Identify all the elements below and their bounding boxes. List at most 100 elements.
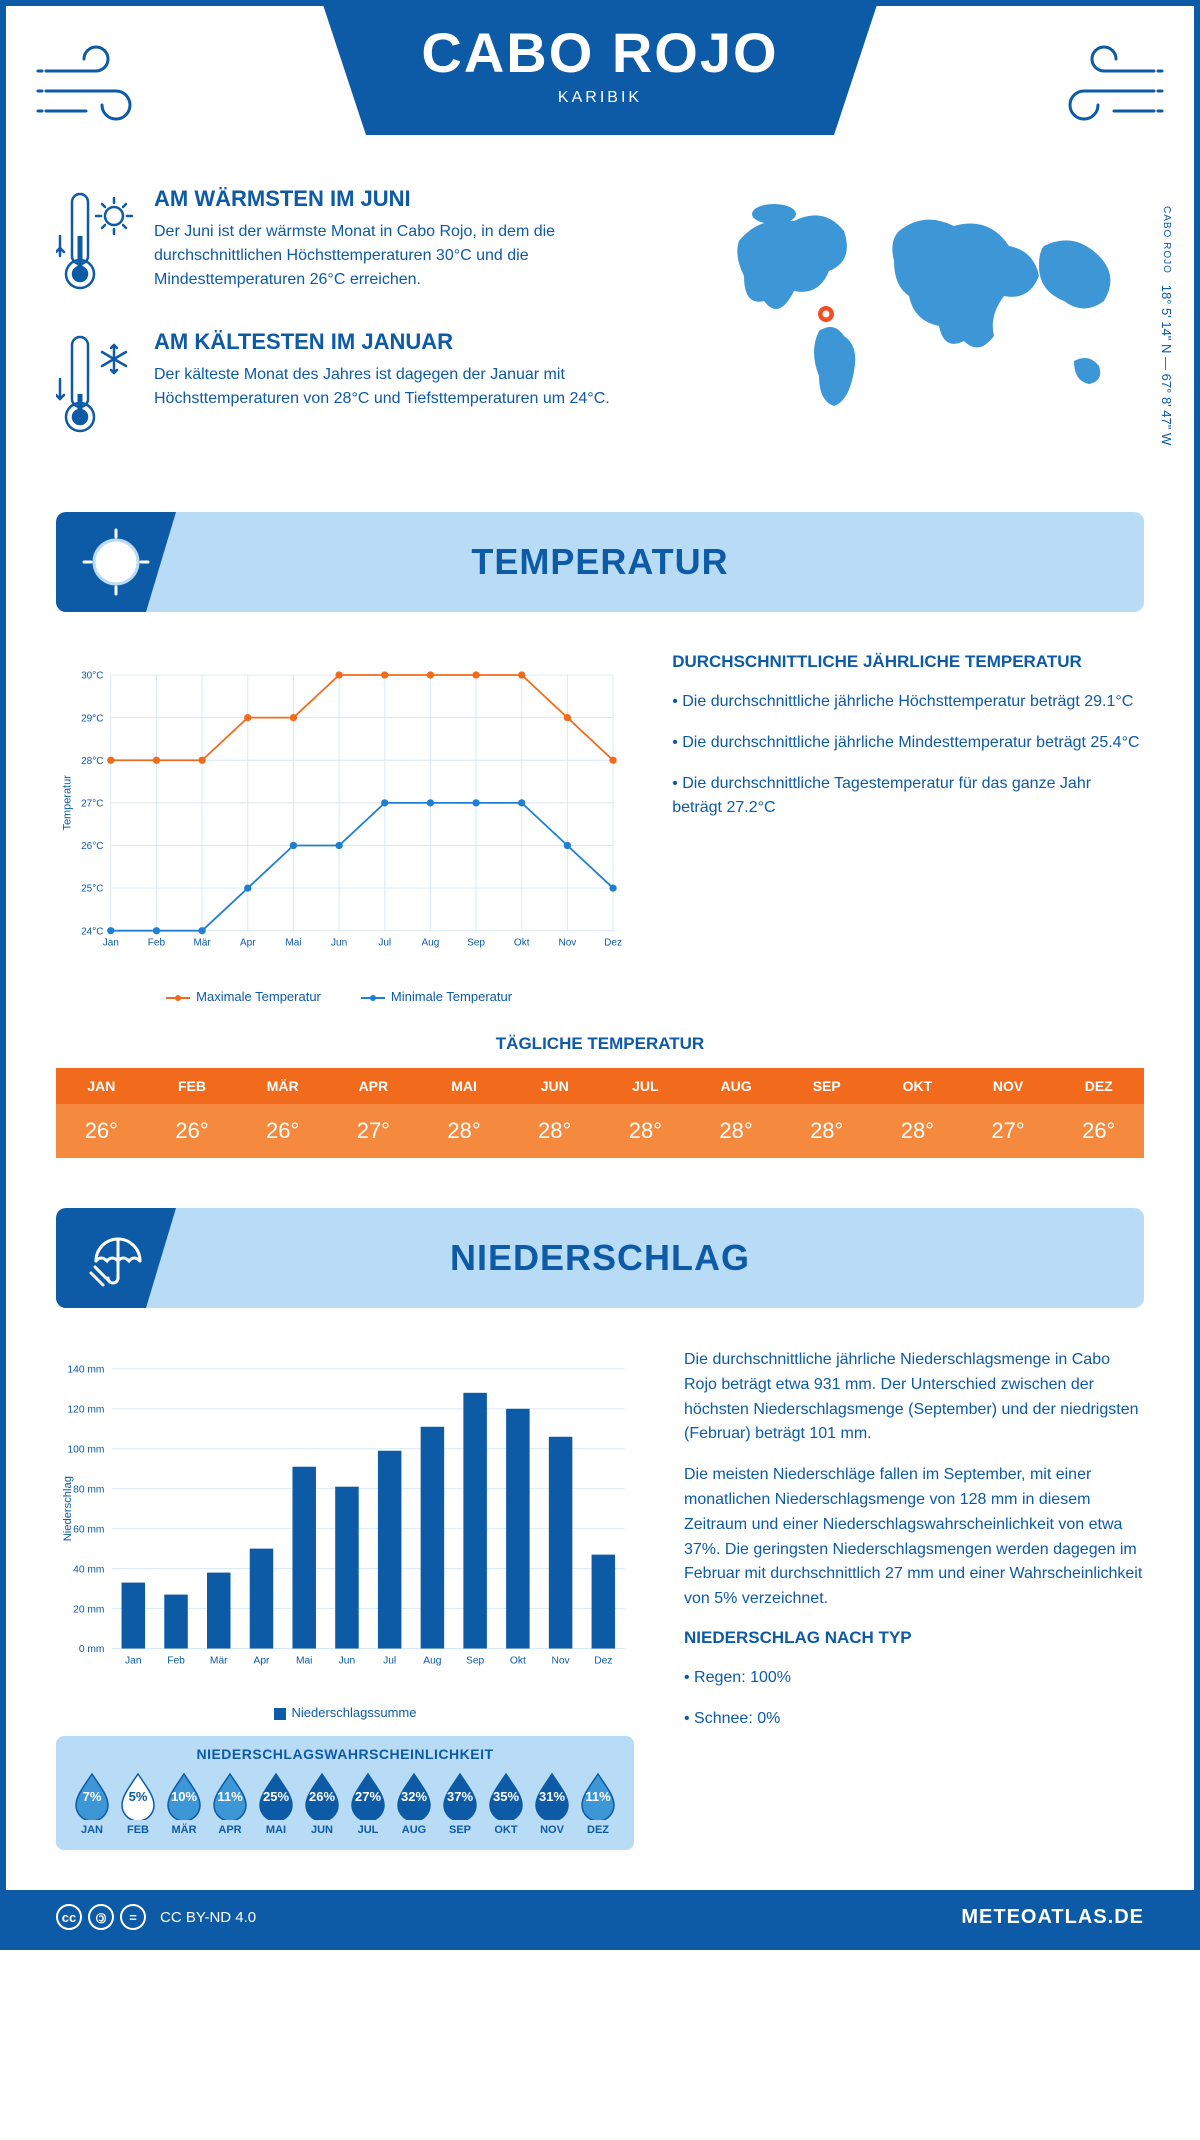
daily-temp-cell: OKT28° [872, 1068, 963, 1158]
svg-text:Temperatur: Temperatur [62, 775, 74, 831]
thermometer-cold-icon [56, 329, 136, 444]
svg-text:60 mm: 60 mm [73, 1524, 104, 1535]
svg-text:Jan: Jan [125, 1655, 142, 1666]
svg-text:Mai: Mai [285, 937, 301, 948]
svg-text:Aug: Aug [421, 937, 439, 948]
prob-cell: 7% JAN [72, 1772, 112, 1836]
prob-cell: 35% OKT [486, 1772, 526, 1836]
svg-text:Jan: Jan [103, 937, 119, 948]
svg-text:Feb: Feb [148, 937, 166, 948]
svg-text:Mär: Mär [193, 937, 211, 948]
umbrella-icon [56, 1208, 176, 1308]
svg-text:30°C: 30°C [81, 671, 103, 682]
prob-cell: 31% NOV [532, 1772, 572, 1836]
svg-text:Jul: Jul [378, 937, 391, 948]
svg-text:Nov: Nov [558, 937, 576, 948]
svg-text:Apr: Apr [240, 937, 256, 948]
svg-text:Okt: Okt [514, 937, 530, 948]
svg-text:25°C: 25°C [81, 884, 103, 895]
svg-text:120 mm: 120 mm [67, 1405, 104, 1416]
prob-cell: 27% JUL [348, 1772, 388, 1836]
svg-text:Okt: Okt [510, 1655, 526, 1666]
thermometer-hot-icon [56, 186, 136, 301]
prob-cell: 37% SEP [440, 1772, 480, 1836]
prob-cell: 10% MÄR [164, 1772, 204, 1836]
daily-temp-cell: MAI28° [419, 1068, 510, 1158]
info-row: AM WÄRMSTEN IM JUNI Der Juni ist der wär… [56, 186, 1144, 472]
svg-text:80 mm: 80 mm [73, 1484, 104, 1495]
section-temperature: TEMPERATUR [56, 512, 1144, 612]
section-precipitation: NIEDERSCHLAG [56, 1208, 1144, 1308]
svg-text:Dez: Dez [604, 937, 622, 948]
coldest-text: Der kälteste Monat des Jahres ist dagege… [154, 363, 664, 411]
title-banner: CABO ROJO KARIBIK [321, 0, 878, 135]
svg-text:Jun: Jun [339, 1655, 356, 1666]
section-title: TEMPERATUR [471, 541, 728, 583]
daily-temp-table: JAN26° FEB26° MÄR26° APR27° MAI28° JUN28… [56, 1068, 1144, 1158]
wind-icon [36, 36, 166, 141]
prob-cell: 25% MAI [256, 1772, 296, 1836]
precipitation-summary: Die durchschnittliche jährliche Niedersc… [684, 1348, 1144, 1850]
prob-cell: 26% JUN [302, 1772, 342, 1836]
page-title: CABO ROJO [421, 20, 778, 85]
daily-temp-title: TÄGLICHE TEMPERATUR [56, 1034, 1144, 1054]
daily-temp-cell: AUG28° [691, 1068, 782, 1158]
svg-text:Feb: Feb [167, 1655, 185, 1666]
daily-temp-cell: FEB26° [147, 1068, 238, 1158]
cc-icons: cc 🄯 = [56, 1904, 146, 1930]
svg-text:26°C: 26°C [81, 841, 103, 852]
warmest-text: Der Juni ist der wärmste Monat in Cabo R… [154, 220, 664, 292]
temperature-summary: DURCHSCHNITTLICHE JÄHRLICHE TEMPERATUR •… [672, 652, 1144, 1004]
svg-text:29°C: 29°C [81, 713, 103, 724]
license-text: CC BY-ND 4.0 [160, 1909, 256, 1926]
svg-text:Mär: Mär [210, 1655, 228, 1666]
precip-legend: Niederschlagssumme [56, 1705, 634, 1720]
sun-icon [56, 512, 176, 612]
svg-text:Nov: Nov [551, 1655, 570, 1666]
warmest-title: AM WÄRMSTEN IM JUNI [154, 186, 664, 212]
section-title: NIEDERSCHLAG [450, 1237, 750, 1279]
daily-temp-cell: DEZ26° [1053, 1068, 1144, 1158]
svg-text:Apr: Apr [254, 1655, 271, 1666]
precip-probability: NIEDERSCHLAGSWAHRSCHEINLICHKEIT 7% JAN 5… [56, 1736, 634, 1850]
svg-text:0 mm: 0 mm [79, 1644, 105, 1655]
prob-cell: 11% DEZ [578, 1772, 618, 1836]
warmest-block: AM WÄRMSTEN IM JUNI Der Juni ist der wär… [56, 186, 664, 301]
svg-text:140 mm: 140 mm [67, 1365, 104, 1376]
svg-text:100 mm: 100 mm [67, 1444, 104, 1455]
svg-text:Sep: Sep [467, 937, 485, 948]
daily-temp-cell: MÄR26° [237, 1068, 328, 1158]
precipitation-bar-chart: 0 mm 20 mm 40 mm 60 mm 80 mm 100 mm 120 mm 140 … [56, 1348, 634, 1850]
prob-cell: 5% FEB [118, 1772, 158, 1836]
site-name: METEOATLAS.DE [961, 1906, 1144, 1929]
svg-text:Jul: Jul [383, 1655, 396, 1666]
temperature-line-chart: 24°C 25°C 26°C 27°C 28°C 29°C 30°C Jan Feb Mär Apr… [56, 652, 622, 1004]
daily-temp-cell: SEP28° [781, 1068, 872, 1158]
daily-temp-cell: JUN28° [509, 1068, 600, 1158]
temp-legend: Maximale Temperatur Minimale Temperatur [56, 989, 622, 1004]
daily-temp-cell: APR27° [328, 1068, 419, 1158]
svg-text:Sep: Sep [466, 1655, 485, 1666]
page-subtitle: KARIBIK [421, 89, 778, 107]
header: CABO ROJO KARIBIK [56, 6, 1144, 186]
svg-text:27°C: 27°C [81, 799, 103, 810]
prob-cell: 11% APR [210, 1772, 250, 1836]
svg-text:Niederschlag: Niederschlag [62, 1476, 74, 1541]
wind-icon [1034, 36, 1164, 141]
world-map: CABO ROJO 18° 5' 14" N — 67° 8' 47" W [704, 186, 1144, 472]
coldest-title: AM KÄLTESTEN IM JANUAR [154, 329, 664, 355]
coldest-block: AM KÄLTESTEN IM JANUAR Der kälteste Mona… [56, 329, 664, 444]
daily-temp-cell: JAN26° [56, 1068, 147, 1158]
daily-temp-cell: NOV27° [963, 1068, 1054, 1158]
svg-text:28°C: 28°C [81, 756, 103, 767]
prob-cell: 32% AUG [394, 1772, 434, 1836]
svg-text:Dez: Dez [594, 1655, 612, 1666]
svg-text:Mai: Mai [296, 1655, 313, 1666]
svg-text:Aug: Aug [423, 1655, 442, 1666]
svg-text:40 mm: 40 mm [73, 1564, 104, 1575]
svg-text:20 mm: 20 mm [73, 1604, 104, 1615]
svg-text:Jun: Jun [331, 937, 347, 948]
daily-temp-cell: JUL28° [600, 1068, 691, 1158]
coordinates: CABO ROJO 18° 5' 14" N — 67° 8' 47" W [1159, 206, 1174, 445]
svg-text:24°C: 24°C [81, 926, 103, 937]
